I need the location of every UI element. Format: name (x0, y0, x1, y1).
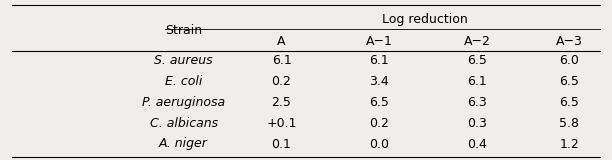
Text: 6.5: 6.5 (468, 54, 487, 67)
Text: Log reduction: Log reduction (382, 13, 468, 26)
Text: P. aeruginosa: P. aeruginosa (142, 96, 225, 109)
Text: 6.0: 6.0 (559, 54, 579, 67)
Text: E. coli: E. coli (165, 75, 203, 88)
Text: A. niger: A. niger (159, 137, 208, 151)
Text: A−2: A−2 (464, 35, 491, 48)
Text: 5.8: 5.8 (559, 117, 579, 130)
Text: A−3: A−3 (556, 35, 583, 48)
Text: 0.0: 0.0 (370, 137, 389, 151)
Text: 6.1: 6.1 (468, 75, 487, 88)
Text: 6.5: 6.5 (559, 96, 579, 109)
Text: C. albicans: C. albicans (149, 117, 218, 130)
Text: 3.4: 3.4 (370, 75, 389, 88)
Text: 0.2: 0.2 (370, 117, 389, 130)
Text: 6.3: 6.3 (468, 96, 487, 109)
Text: A−1: A−1 (366, 35, 393, 48)
Text: 0.2: 0.2 (272, 75, 291, 88)
Text: 6.1: 6.1 (370, 54, 389, 67)
Text: 2.5: 2.5 (272, 96, 291, 109)
Text: A: A (277, 35, 286, 48)
Text: +0.1: +0.1 (266, 117, 297, 130)
Text: S. aureus: S. aureus (154, 54, 213, 67)
Text: 0.1: 0.1 (272, 137, 291, 151)
Text: Strain: Strain (165, 24, 202, 37)
Text: 6.5: 6.5 (559, 75, 579, 88)
Text: 6.1: 6.1 (272, 54, 291, 67)
Text: 0.3: 0.3 (468, 117, 487, 130)
Text: 6.5: 6.5 (370, 96, 389, 109)
Text: 1.2: 1.2 (559, 137, 579, 151)
Text: 0.4: 0.4 (468, 137, 487, 151)
